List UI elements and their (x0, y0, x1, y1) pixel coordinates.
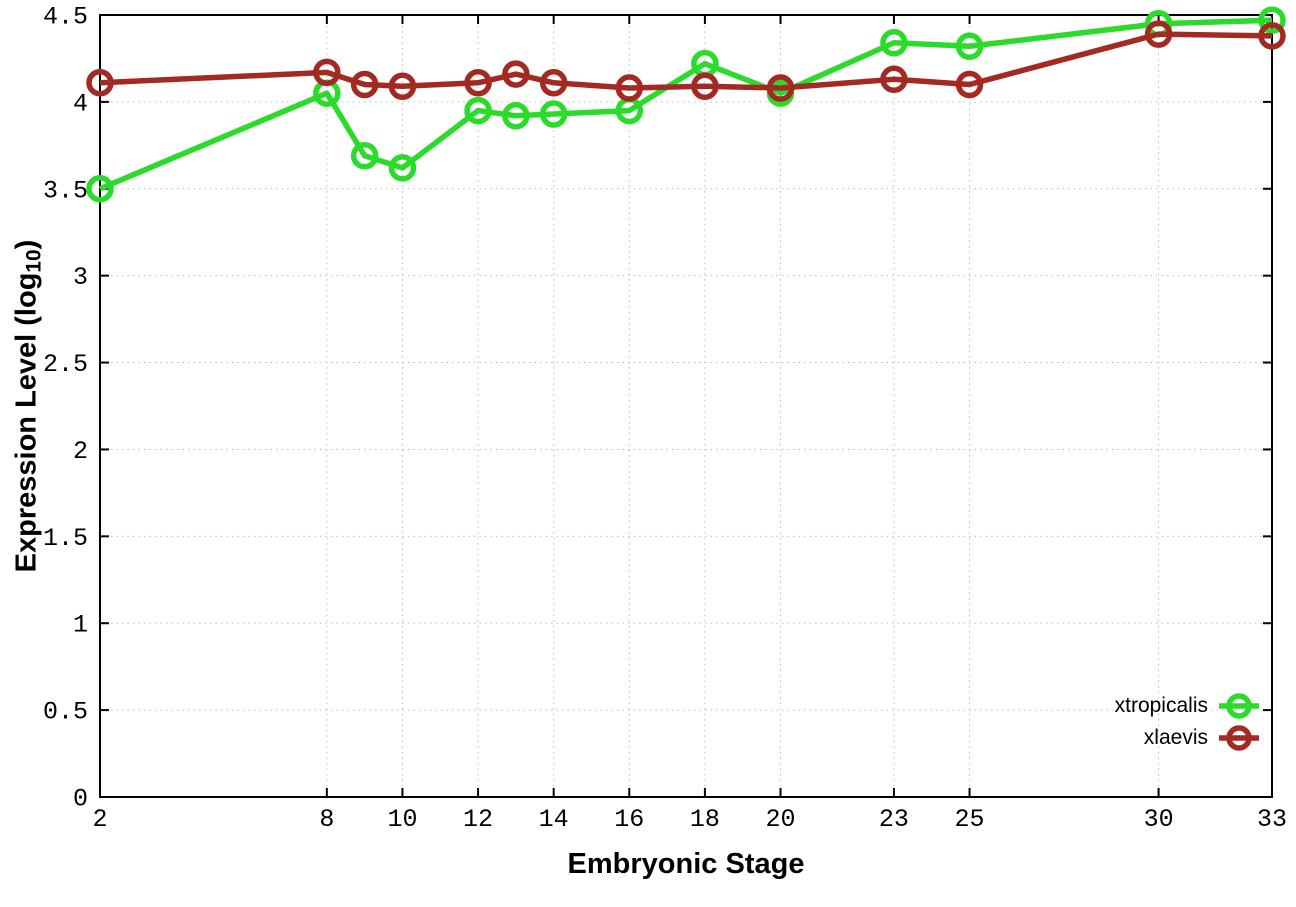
data-point-xlaevis (464, 69, 492, 97)
data-point-xlaevis (955, 70, 984, 99)
data-point-xtropicalis (350, 142, 379, 170)
y-tick-label: 0.5 (43, 698, 88, 727)
x-tick-label: 14 (539, 805, 569, 834)
legend-label-xtropicalis: xtropicalis (1114, 694, 1208, 717)
data-point-xtropicalis (539, 100, 568, 128)
data-point-xlaevis (86, 69, 114, 97)
x-tick-label: 33 (1257, 805, 1287, 834)
y-tick-label: 4 (73, 89, 88, 118)
x-tick-label: 25 (955, 805, 985, 834)
data-point-xlaevis (350, 70, 379, 99)
data-point-xlaevis (1258, 22, 1286, 50)
series-line-xlaevis (99, 31, 1273, 91)
data-point-xlaevis (766, 74, 795, 102)
y-axis-title-text: Expression Level (log (10, 272, 43, 573)
x-tick-label: 2 (92, 805, 107, 834)
x-tick-label: 10 (387, 805, 417, 834)
legend-item-xtropicalis: xtropicalis (1115, 692, 1260, 720)
plot-border (99, 14, 1273, 798)
y-tick-label: 2.5 (43, 350, 88, 379)
y-tick-label: 3 (73, 263, 88, 292)
data-point-xlaevis (880, 65, 908, 94)
data-point-xlaevis (388, 72, 417, 100)
data-point-xlaevis (1144, 20, 1173, 48)
legend: xtropicalis xlaevis (1115, 692, 1260, 752)
data-point-xtropicalis (955, 32, 984, 61)
data-point-xlaevis (691, 72, 719, 100)
data-point-xlaevis (539, 69, 568, 97)
legend-item-xlaevis: xlaevis (1115, 724, 1260, 752)
y-tick-label: 4.5 (43, 3, 88, 32)
y-tick-label: 1.5 (43, 524, 88, 553)
data-point-xtropicalis (1258, 6, 1286, 34)
x-axis-title: Embryonic Stage (567, 848, 805, 880)
data-point-xtropicalis (388, 154, 417, 182)
data-point-xtropicalis (464, 96, 492, 125)
legend-label-xlaevis: xlaevis (1143, 726, 1208, 749)
x-tick-label: 20 (766, 805, 796, 834)
y-axis-title: Expression Level (log10) (10, 239, 46, 573)
x-tick-label: 8 (319, 805, 334, 834)
x-tick-label: 16 (614, 805, 644, 834)
y-axis-title-subscript: 10 (22, 249, 46, 273)
y-tick-label: 0 (73, 785, 88, 814)
y-tick-label: 3.5 (43, 176, 88, 205)
data-point-xtropicalis (86, 175, 114, 203)
x-tick-label: 12 (463, 805, 493, 834)
data-point-xtropicalis (880, 29, 908, 57)
y-tick-label: 2 (73, 437, 88, 466)
legend-marker-xtropicalis-icon (1219, 693, 1259, 719)
series-line-xtropicalis (98, 17, 1273, 192)
x-tick-label: 18 (690, 805, 720, 834)
x-tick-label: 23 (879, 805, 909, 834)
x-tick-label: 30 (1144, 805, 1174, 834)
data-point-xlaevis (502, 60, 530, 88)
y-tick-label: 1 (73, 611, 88, 640)
y-axis-title-suffix: ) (10, 239, 43, 250)
data-point-xlaevis (615, 74, 644, 102)
data-point-xtropicalis (502, 102, 530, 130)
legend-marker-xlaevis-icon (1219, 725, 1259, 751)
data-point-xlaevis (313, 58, 341, 87)
